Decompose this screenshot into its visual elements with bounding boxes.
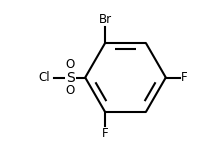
Text: O: O bbox=[66, 84, 75, 97]
Text: F: F bbox=[181, 71, 188, 84]
Text: F: F bbox=[102, 127, 109, 140]
Text: O: O bbox=[66, 58, 75, 71]
Text: S: S bbox=[66, 71, 75, 84]
Text: Cl: Cl bbox=[38, 71, 50, 84]
Text: Br: Br bbox=[99, 13, 112, 26]
